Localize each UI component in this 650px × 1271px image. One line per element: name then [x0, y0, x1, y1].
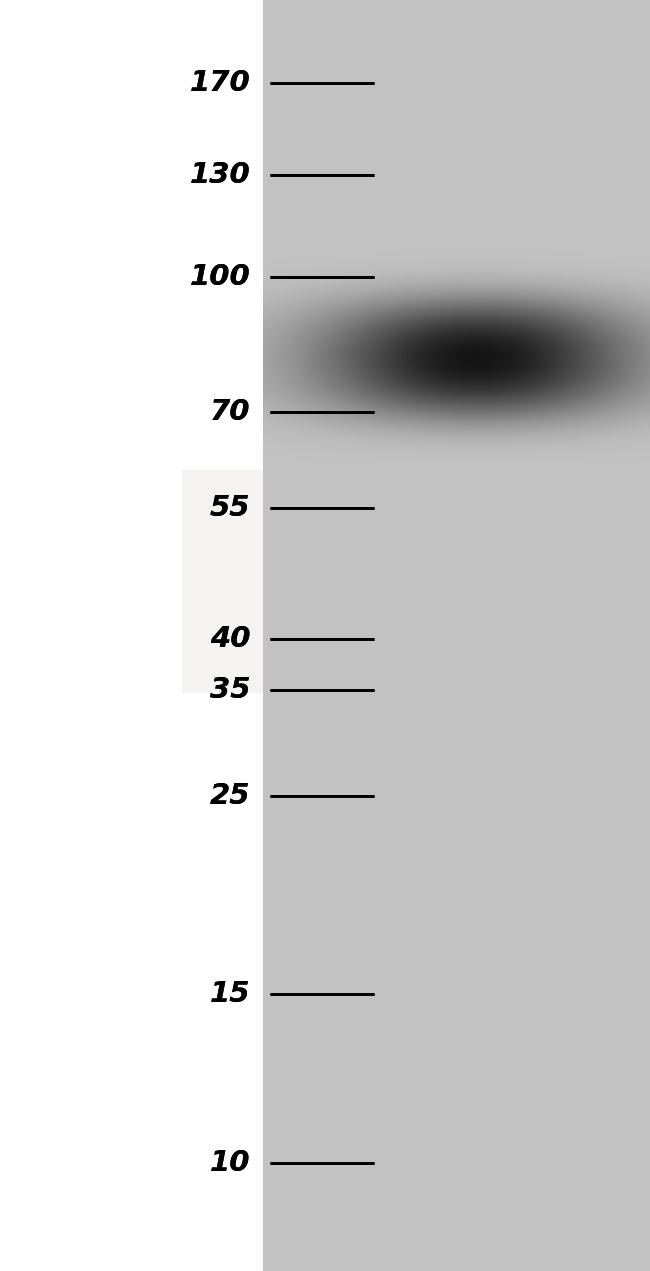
Text: 40: 40	[210, 625, 250, 653]
Text: 35: 35	[210, 676, 250, 704]
Text: 100: 100	[190, 263, 250, 291]
Text: 100: 100	[190, 263, 250, 291]
Text: 130: 130	[190, 161, 250, 189]
Text: 55: 55	[210, 494, 250, 522]
Bar	[263, 470, 650, 674]
Text: 55: 55	[210, 494, 250, 522]
Text: 10: 10	[210, 1149, 250, 1177]
Bar	[182, 470, 263, 693]
Text: 170: 170	[190, 69, 250, 97]
Text: 15: 15	[210, 980, 250, 1008]
Text: 40: 40	[210, 625, 250, 653]
Text: 15: 15	[210, 980, 250, 1008]
Text: 130: 130	[190, 161, 250, 189]
Text: 70: 70	[210, 398, 250, 426]
Text: 70: 70	[210, 398, 250, 426]
Text: 35: 35	[210, 676, 250, 704]
Text: 170: 170	[190, 69, 250, 97]
Text: 10: 10	[210, 1149, 250, 1177]
Bar	[0, 0, 263, 1271]
Text: 25: 25	[210, 782, 250, 810]
Text: 25: 25	[210, 782, 250, 810]
Bar	[263, 0, 650, 1271]
